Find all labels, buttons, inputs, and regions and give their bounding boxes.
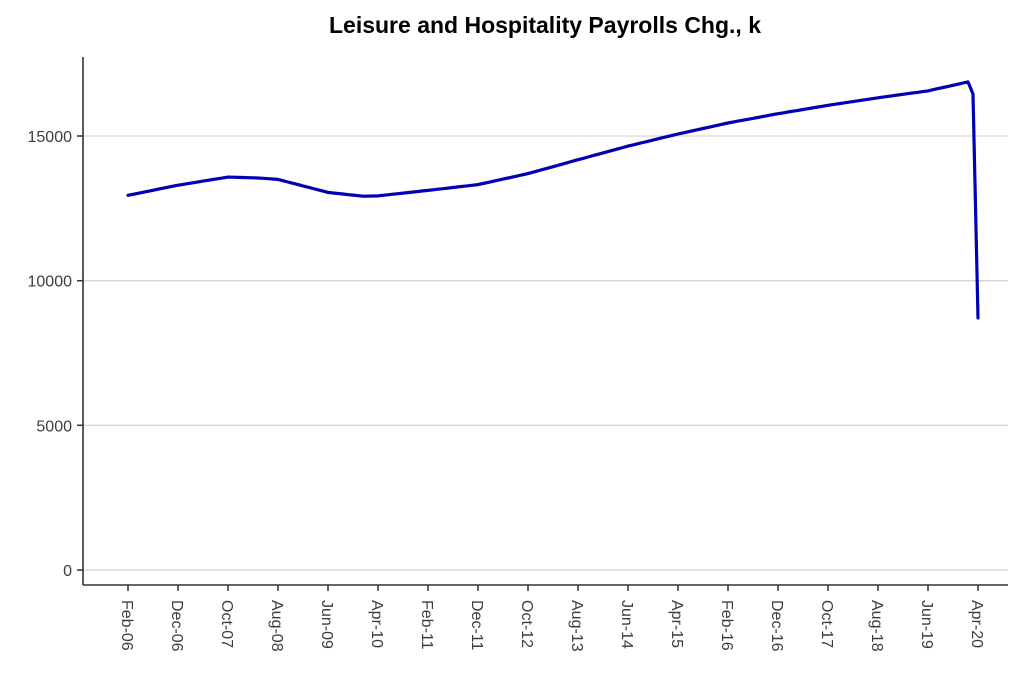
x-tick-label: Oct-07 — [218, 600, 235, 648]
y-tick-label: 10000 — [28, 274, 73, 291]
x-tick-label: Feb-06 — [118, 600, 135, 651]
y-tick-label: 5000 — [36, 418, 72, 435]
x-tick-label: Apr-10 — [368, 600, 385, 648]
x-tick-label: Dec-11 — [468, 600, 485, 650]
x-tick-label: Feb-16 — [718, 600, 735, 651]
x-tick-label: Oct-12 — [518, 600, 535, 648]
y-tick-label: 0 — [63, 563, 72, 580]
x-tick-label: Jun-09 — [318, 600, 335, 649]
x-tick-label: Dec-16 — [768, 600, 785, 652]
x-tick-label: Apr-15 — [668, 600, 685, 648]
x-tick-label: Dec-06 — [168, 600, 185, 652]
x-tick-label: Aug-13 — [568, 600, 585, 652]
chart-title: Leisure and Hospitality Payrolls Chg., k — [328, 12, 761, 38]
data-line — [126, 80, 980, 320]
x-tick-label: Oct-17 — [818, 600, 835, 648]
x-tick-label: Apr-20 — [968, 600, 985, 648]
x-tick-label: Aug-08 — [268, 600, 285, 652]
x-tick-label: Aug-18 — [868, 600, 885, 652]
x-tick-label: Jun-14 — [618, 600, 635, 649]
x-tick-label: Jun-19 — [918, 600, 935, 649]
x-tick-label: Feb-11 — [418, 600, 435, 650]
y-tick-label: 15000 — [28, 129, 73, 146]
